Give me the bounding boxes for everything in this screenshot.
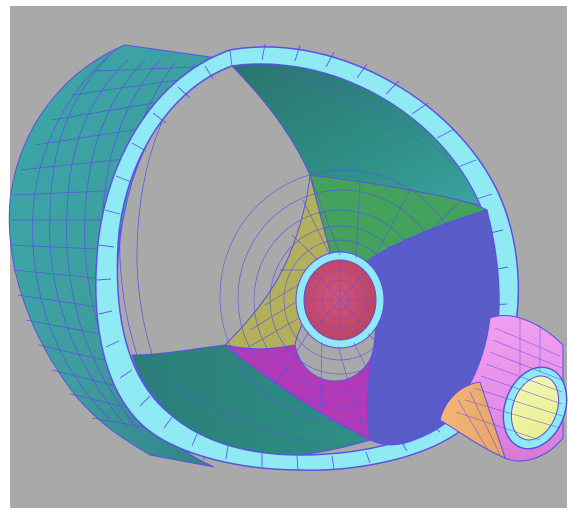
- nozzle-mesh: [304, 260, 376, 340]
- outer-shell: [8, 44, 234, 468]
- outer-shell-mesh: [10, 47, 206, 461]
- branch-pipe-orange-band: [439, 381, 506, 459]
- funnel-mesh: [219, 169, 501, 446]
- region-magenta: [224, 344, 373, 441]
- inner-shell-lower: [131, 344, 372, 456]
- branch-pipe: [439, 315, 568, 462]
- rim-mesh: [96, 43, 509, 471]
- branch-pipe-mesh: [455, 318, 563, 456]
- inner-shell-mesh: [149, 65, 459, 446]
